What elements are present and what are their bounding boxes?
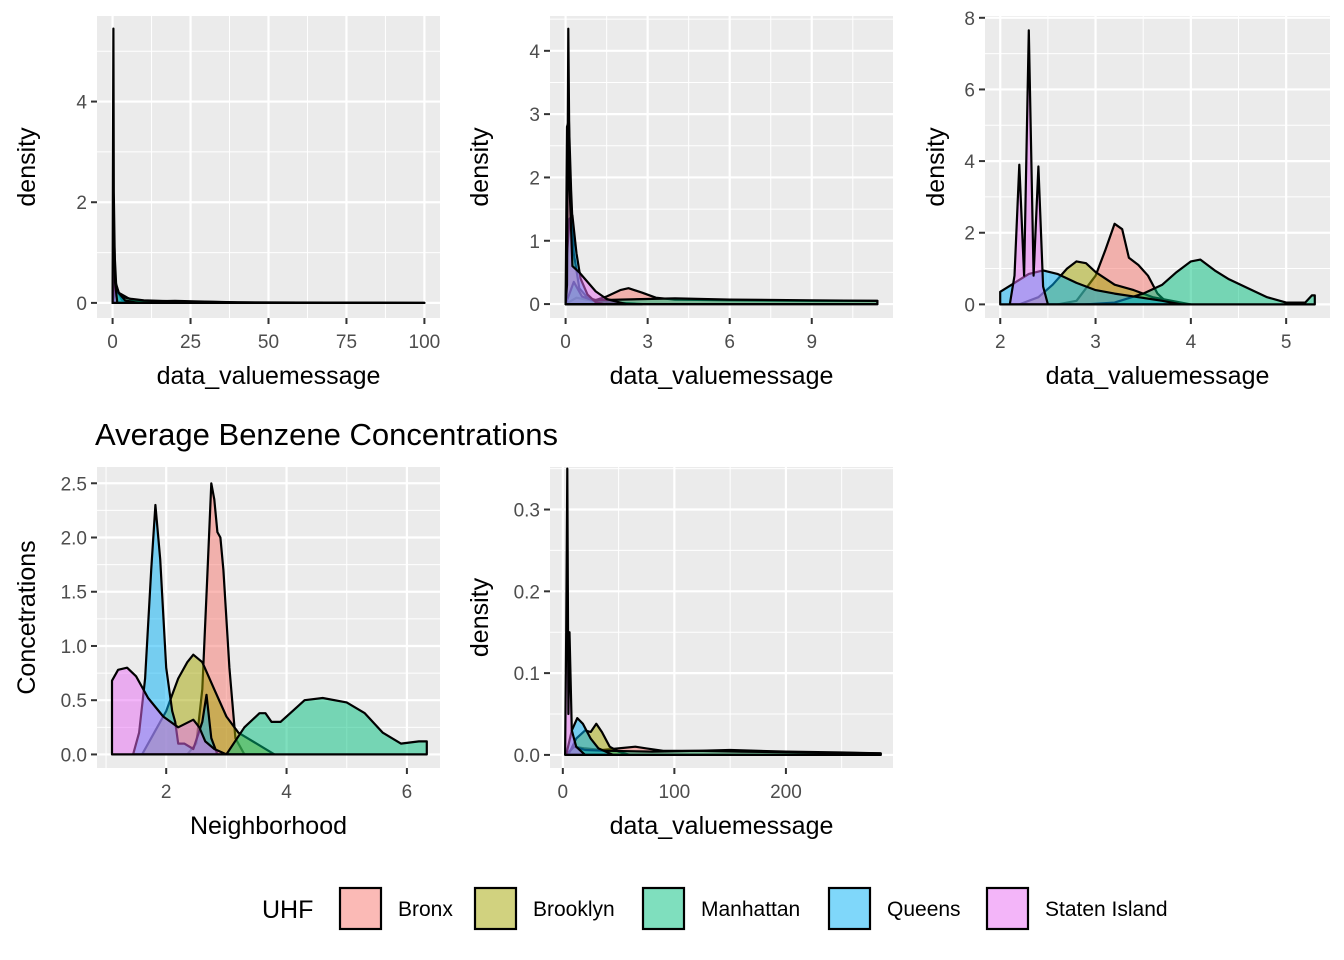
x-tick-label: 3 xyxy=(642,332,653,353)
y-tick-label: 4 xyxy=(964,152,975,173)
legend-key-manhattan xyxy=(641,886,686,931)
x-tick-label: 5 xyxy=(1281,332,1292,353)
x-axis-title: data_valuemessage xyxy=(610,362,834,390)
plot-panel-background xyxy=(550,467,893,768)
x-tick-label: 6 xyxy=(402,782,413,803)
x-tick-label: 0 xyxy=(560,332,571,353)
legend-label: Bronx xyxy=(398,898,453,921)
x-tick-label: 3 xyxy=(1090,332,1101,353)
x-tick-label: 4 xyxy=(281,782,292,803)
x-axis-title: data_valuemessage xyxy=(1046,362,1270,390)
density-area-manhattan xyxy=(1084,258,1316,306)
chart-panel-5: 0 100 200 0.0 0.1 0.2 0.3 data_valuemessage dens… xyxy=(466,467,893,840)
density-area-staten-island xyxy=(564,467,587,756)
x-tick-label: 75 xyxy=(336,332,357,353)
y-tick-label: 3 xyxy=(529,105,540,126)
y-tick-label: 4 xyxy=(529,42,540,63)
y-tick-label: 6 xyxy=(964,80,975,101)
y-tick-label: 2 xyxy=(76,193,87,214)
y-tick-label: 0.5 xyxy=(61,691,87,712)
x-tick-label: 9 xyxy=(806,332,817,353)
y-tick-label: 8 xyxy=(964,9,975,30)
y-axis-title: density xyxy=(466,577,494,657)
density-area-staten-island xyxy=(111,27,119,304)
density-area-staten-island xyxy=(110,666,228,756)
legend-key-brooklyn xyxy=(473,886,518,931)
legend-label: Staten Island xyxy=(1045,898,1168,921)
x-tick-label: 2 xyxy=(995,332,1006,353)
legend-key-staten-island xyxy=(985,886,1030,931)
y-tick-label: 2 xyxy=(529,168,540,189)
y-tick-label: 2.0 xyxy=(61,529,87,550)
y-tick-label: 0 xyxy=(529,295,540,316)
chart-panel-1: 0 25 50 75 100 0 2 4 data_valuemessage density xyxy=(13,16,440,390)
plot-panel-background xyxy=(550,16,893,318)
x-axis-title: data_valuemessage xyxy=(610,812,834,840)
x-tick-label: 25 xyxy=(180,332,201,353)
density-area-staten-island xyxy=(1008,29,1049,306)
y-tick-label: 1.5 xyxy=(61,583,87,604)
x-tick-label: 2 xyxy=(161,782,172,803)
y-axis-title: density xyxy=(466,127,494,207)
y-tick-label: 0.3 xyxy=(514,501,540,522)
y-tick-label: 0.1 xyxy=(514,664,540,685)
y-axis-title: density xyxy=(13,127,41,207)
y-tick-label: 2.5 xyxy=(61,474,87,495)
y-tick-label: 0.0 xyxy=(61,745,87,766)
x-axis-title: Neighborhood xyxy=(190,812,347,840)
plot-title: Average Benzene Concentrations xyxy=(95,417,558,452)
x-tick-label: 50 xyxy=(258,332,279,353)
y-tick-label: 0 xyxy=(964,295,975,316)
legend-label: Manhattan xyxy=(701,898,800,921)
x-tick-label: 4 xyxy=(1186,332,1197,353)
y-tick-label: 0.0 xyxy=(514,746,540,767)
x-tick-label: 100 xyxy=(659,782,691,803)
chart-panel-4: 2 4 6 0.0 0.5 1.0 1.5 2.0 2.5 Neighborhood Concetr… xyxy=(13,417,558,840)
x-tick-label: 0 xyxy=(107,332,118,353)
y-tick-label: 0 xyxy=(76,294,87,315)
y-tick-label: 2 xyxy=(964,224,975,245)
x-tick-label: 0 xyxy=(558,782,569,803)
x-tick-label: 200 xyxy=(770,782,802,803)
legend-key-bronx xyxy=(338,886,383,931)
y-tick-label: 1.0 xyxy=(61,637,87,658)
chart-panel-2: 0 3 6 9 0 1 2 3 4 data_valuemessage density xyxy=(466,16,893,390)
y-axis-title: Concetrations xyxy=(13,540,41,694)
density-area-queens xyxy=(132,503,219,756)
y-tick-label: 0.2 xyxy=(514,582,540,603)
y-axis-title: density xyxy=(922,127,950,207)
y-tick-label: 1 xyxy=(529,232,540,253)
y-tick-label: 4 xyxy=(76,93,87,114)
x-axis-title: data_valuemessage xyxy=(157,362,381,390)
legend-title: UHF xyxy=(262,896,313,924)
legend-label: Brooklyn xyxy=(533,898,615,921)
legend: UHF Bronx Brooklyn Manhattan Queens Staten Is… xyxy=(262,886,1168,931)
density-area-manhattan xyxy=(225,696,428,756)
density-area-staten-island xyxy=(564,27,627,306)
legend-key-queens xyxy=(827,886,872,931)
legend-label: Queens xyxy=(887,898,961,921)
x-tick-label: 6 xyxy=(724,332,735,353)
x-tick-label: 100 xyxy=(409,332,441,353)
